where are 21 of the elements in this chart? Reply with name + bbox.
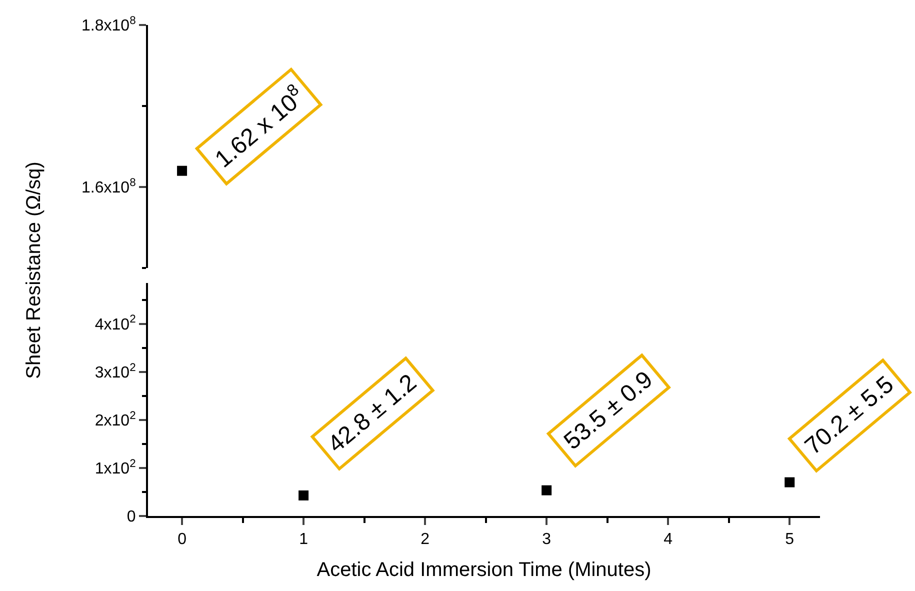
annotation: 42.8 ± 1.2: [322, 369, 422, 458]
point: [298, 490, 309, 500]
x-tick-label: 5: [785, 531, 794, 548]
y-tick-label: 4x10$^{2}$: [94, 314, 136, 334]
x-tick-label: 4: [664, 531, 673, 548]
y-axis-title: Sheet Resistance (Ω/sq): [22, 162, 45, 379]
annotation: 70.2 ± 5.5: [800, 371, 900, 460]
x-tick-label: 0: [178, 531, 187, 548]
y-tick-label: 2x10$^{2}$: [94, 410, 136, 430]
y-tick-label: 0: [126, 508, 136, 526]
x-tick-label: 3: [542, 531, 552, 548]
point: [784, 477, 795, 488]
point: [542, 485, 552, 496]
x-tick-label: 1: [299, 531, 308, 548]
y-tick-label: 3x10$^{2}$: [94, 362, 136, 382]
x-axis-title: Acetic Acid Immersion Time (Minutes): [316, 559, 652, 582]
x-tick-label: 2: [420, 531, 430, 548]
y-tick-label: 1.6x10$^{8}$: [82, 176, 136, 197]
annotation: 53.5 ± 0.9: [558, 366, 658, 456]
y-tick-label: 1x10$^{2}$: [94, 458, 136, 478]
y-tick-label: 1.8x10$^{8}$: [82, 14, 136, 35]
